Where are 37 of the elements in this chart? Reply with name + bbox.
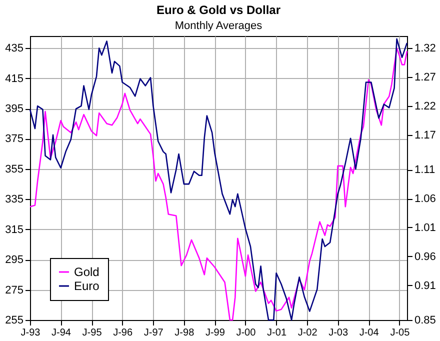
y-tick-label: 315 (5, 224, 24, 236)
x-tick-label: J-98 (174, 328, 195, 338)
legend-label: Euro (74, 279, 100, 293)
chart-title: Euro & Gold vs Dollar (156, 3, 281, 17)
chart-subtitle: Monthly Averages (174, 20, 263, 32)
y2-tick-label: 1.27 (414, 72, 436, 84)
x-tick-label: J-01 (267, 328, 287, 338)
x-tick-label: J-93 (20, 328, 41, 338)
y-tick-label: 295 (5, 254, 24, 266)
x-tick-label: J-95 (82, 328, 102, 338)
y-tick-label: 375 (5, 133, 24, 146)
y2-tick-label: 1.32 (414, 42, 436, 55)
x-tick-label: J-04 (359, 328, 380, 338)
x-tick-label: J-02 (298, 328, 318, 338)
y-tick-label: 255 (5, 314, 24, 326)
y2-tick-label: 0.91 (414, 280, 436, 292)
y2-tick-label: 1.01 (414, 222, 436, 234)
y2-tick-label: 1.17 (414, 129, 436, 142)
y2-tick-label: 0.96 (414, 250, 436, 263)
y2-tick-label: 0.85 (414, 314, 436, 326)
y2-tick-label: 1.22 (414, 100, 436, 112)
x-tick-label: J-97 (144, 328, 164, 338)
x-tick-label: J-05 (390, 328, 410, 338)
y-tick-label: 395 (5, 103, 24, 116)
y-tick-label: 415 (5, 72, 24, 85)
y2-tick-label: 1.11 (414, 164, 436, 176)
y-tick-label: 275 (5, 284, 24, 296)
y-tick-label: 355 (5, 163, 24, 176)
x-tick-label: J-94 (52, 328, 72, 338)
legend-label: Gold (74, 265, 100, 279)
x-tick-label: J-03 (328, 328, 348, 338)
x-tick-label: J-99 (205, 328, 226, 338)
y2-tick-label: 1.06 (414, 193, 436, 206)
y-tick-label: 435 (5, 42, 24, 55)
x-tick-label: J-00 (236, 328, 256, 338)
x-tick-label: J-96 (113, 328, 133, 338)
y-tick-label: 335 (5, 194, 24, 206)
